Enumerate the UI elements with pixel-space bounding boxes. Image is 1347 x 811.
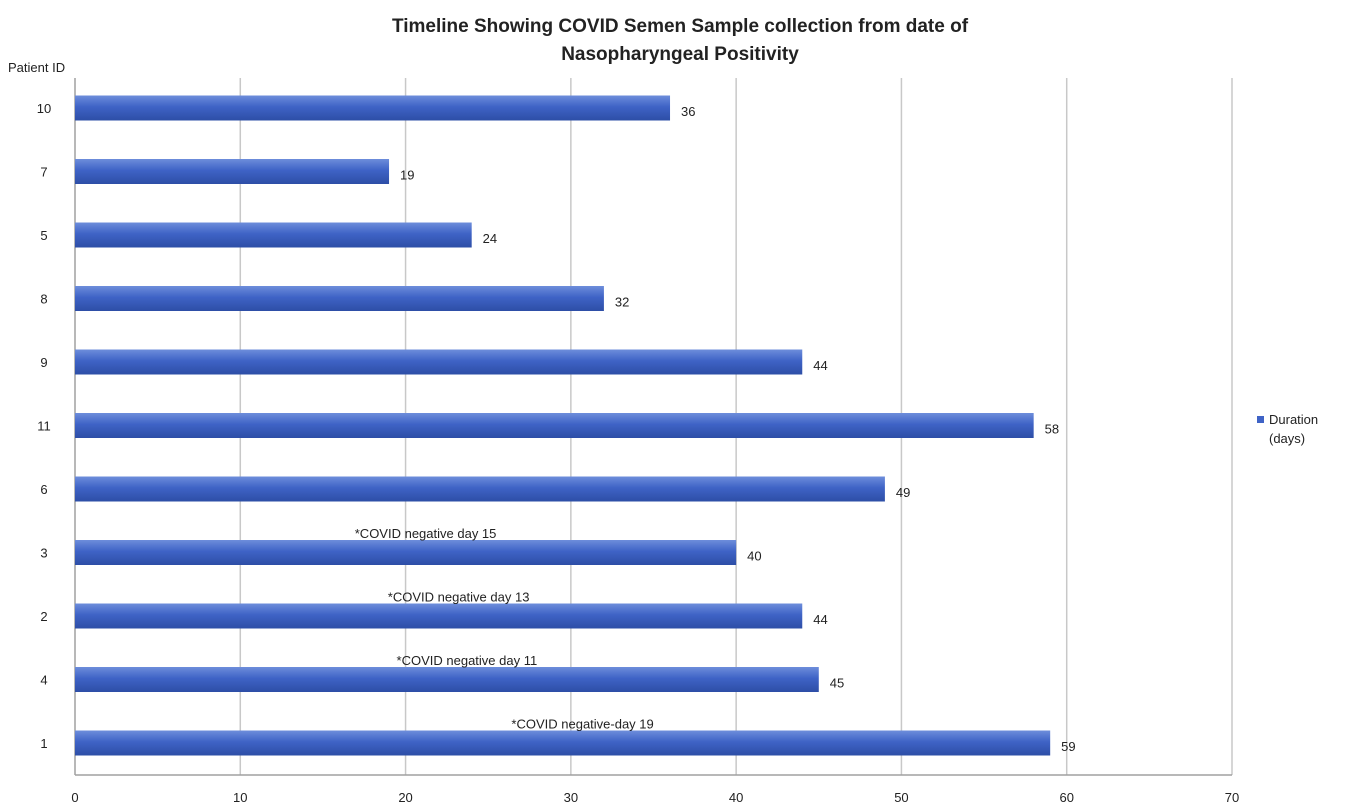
bars [75, 95, 1051, 756]
y-tick-label-10: 10 [37, 101, 51, 116]
y-tick-label-4: 4 [40, 673, 47, 688]
x-tick-label-70: 70 [1225, 790, 1239, 805]
bar-patient-9 [75, 349, 803, 375]
bar-patient-11 [75, 413, 1034, 438]
bar-patient-10 [75, 95, 671, 121]
y-tick-label-7: 7 [40, 165, 47, 180]
y-tick-label-6: 6 [40, 482, 47, 497]
chart-title-line-1: Timeline Showing COVID Semen Sample coll… [392, 16, 969, 37]
x-tick-label-20: 20 [398, 790, 412, 805]
y-tick-label-2: 2 [40, 609, 47, 624]
annotation-patient-3: *COVID negative day 15 [355, 526, 497, 541]
legend-label-line-1: Duration [1269, 412, 1318, 427]
data-label-patient-7: 19 [400, 168, 414, 183]
x-tick-label-30: 30 [564, 790, 578, 805]
y-tick-label-9: 9 [40, 355, 47, 370]
chart-title-line-2: Nasopharyngeal Positivity [561, 44, 799, 65]
bar-patient-1 [75, 730, 1051, 756]
data-label-patient-9: 44 [813, 358, 827, 373]
y-tick-label-1: 1 [40, 736, 47, 751]
legend-swatch [1257, 416, 1264, 423]
data-labels: 36 19 24 32 44 58 49 40 44 45 59 [400, 104, 1076, 754]
annotation-patient-2: *COVID negative day 13 [388, 590, 530, 605]
annotation-patient-1: *COVID negative-day 19 [511, 717, 653, 732]
y-tick-label-5: 5 [40, 228, 47, 243]
y-tick-label-11: 11 [37, 419, 51, 434]
bar-patient-6 [75, 476, 885, 502]
y-axis-title: Patient ID [8, 60, 65, 75]
data-label-patient-8: 32 [615, 295, 629, 310]
data-label-patient-3: 40 [747, 549, 761, 564]
data-label-patient-5: 24 [483, 231, 497, 246]
bar-patient-8 [75, 286, 604, 311]
data-label-patient-4: 45 [830, 676, 844, 691]
annotations: *COVID negative day 15 *COVID negative da… [355, 526, 654, 732]
x-tick-label-0: 0 [71, 790, 78, 805]
data-label-patient-6: 49 [896, 485, 910, 500]
bar-patient-2 [75, 603, 803, 629]
x-tick-label-50: 50 [894, 790, 908, 805]
x-tick-label-60: 60 [1059, 790, 1073, 805]
annotation-patient-4: *COVID negative day 11 [397, 653, 538, 668]
x-tick-label-10: 10 [233, 790, 247, 805]
y-tick-label-8: 8 [40, 292, 47, 307]
data-label-patient-1: 59 [1061, 739, 1075, 754]
data-label-patient-10: 36 [681, 104, 695, 119]
legend: Duration (days) [1257, 412, 1318, 446]
bar-patient-4 [75, 667, 819, 692]
legend-label-line-2: (days) [1269, 431, 1305, 446]
data-label-patient-2: 44 [813, 612, 827, 627]
bar-patient-3 [75, 540, 737, 565]
data-label-patient-11: 58 [1045, 422, 1059, 437]
x-tick-label-40: 40 [729, 790, 743, 805]
bar-patient-5 [75, 222, 472, 248]
y-tick-label-3: 3 [40, 546, 47, 561]
bar-patient-7 [75, 159, 390, 184]
